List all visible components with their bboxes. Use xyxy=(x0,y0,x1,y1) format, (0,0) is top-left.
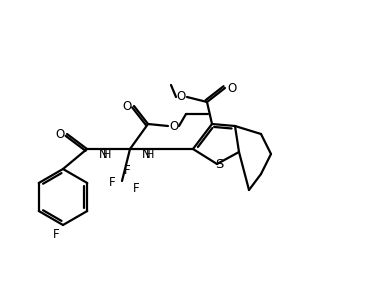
Text: O: O xyxy=(176,91,185,103)
Text: S: S xyxy=(215,158,223,171)
Text: O: O xyxy=(122,100,131,113)
Text: H: H xyxy=(146,150,155,160)
Text: O: O xyxy=(169,120,179,133)
Text: H: H xyxy=(103,150,112,160)
Text: F: F xyxy=(53,228,59,241)
Text: F: F xyxy=(133,182,139,195)
Text: O: O xyxy=(227,81,237,94)
Text: O: O xyxy=(55,127,65,140)
Text: N: N xyxy=(142,149,151,162)
Text: N: N xyxy=(99,149,108,162)
Text: F: F xyxy=(109,177,115,190)
Text: F: F xyxy=(124,164,130,177)
